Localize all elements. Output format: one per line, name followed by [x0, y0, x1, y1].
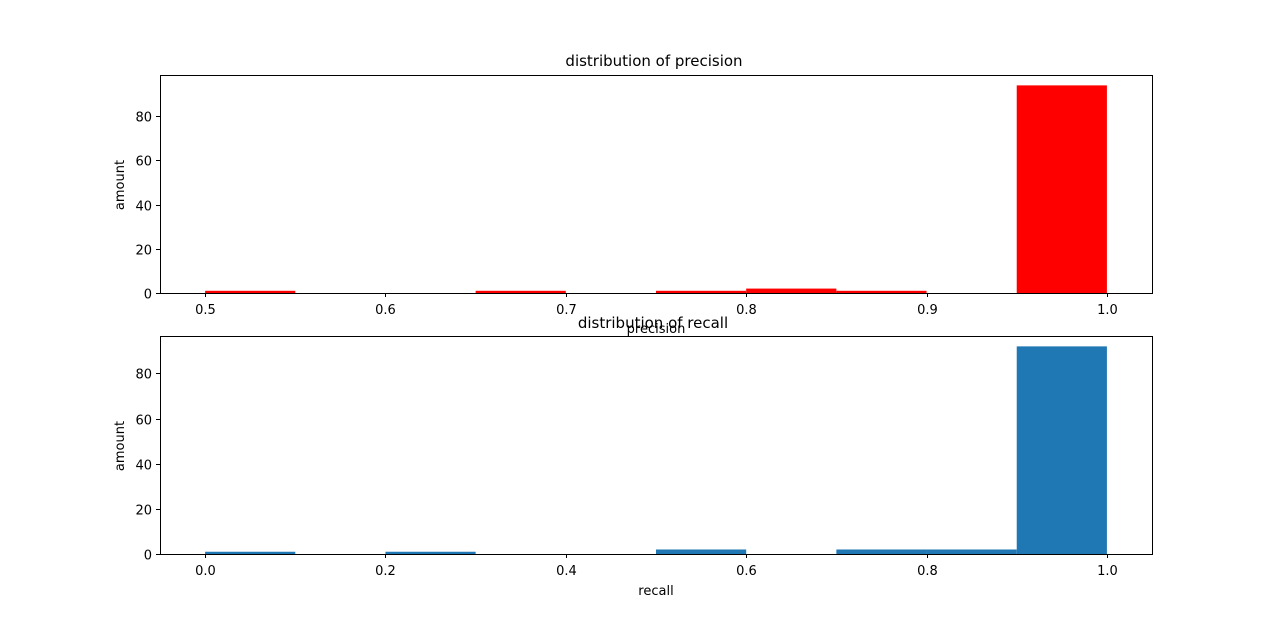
precision-bar-7	[836, 290, 927, 293]
precision-x-tick-label: 0.7	[556, 303, 577, 318]
recall-x-axis-label: recall	[638, 584, 673, 599]
recall-y-tick-label: 60	[135, 414, 152, 429]
precision-bar-3	[475, 290, 566, 293]
recall-bar-5	[656, 549, 747, 554]
precision-bar-6	[746, 288, 837, 293]
precision-bar-0	[205, 290, 296, 293]
recall-bar-8	[926, 549, 1017, 554]
recall-bar-0	[205, 551, 296, 554]
recall-bars	[205, 346, 1107, 554]
precision-x-axis-label: precision	[627, 322, 686, 337]
recall-x-tick-label: 0.2	[375, 564, 396, 579]
precision-y-tick-label: 20	[135, 244, 152, 259]
precision-y-tick-label: 0	[144, 288, 152, 303]
precision-x-tick-label: 1.0	[1097, 303, 1118, 318]
precision-x-ticks: 0.5 0.6 0.7 0.8 0.9 1.0	[195, 293, 1118, 318]
precision-y-ticks: 0 20 40 60 80	[135, 111, 160, 303]
precision-x-tick-label: 0.9	[917, 303, 938, 318]
recall-subplot: distribution of recall 0.0 0.2 0.4 0.6 0.8 1.…	[113, 314, 1153, 599]
precision-x-tick-label: 0.8	[736, 303, 757, 318]
recall-x-tick-label: 0.0	[195, 564, 216, 579]
recall-bar-9	[1016, 346, 1107, 554]
precision-bar-9	[1016, 85, 1107, 293]
precision-y-tick-label: 60	[135, 155, 152, 170]
precision-subplot: distribution of precision 0.5 0.6 0.7 0.8 0.…	[113, 52, 1153, 337]
recall-x-tick-label: 0.8	[917, 564, 938, 579]
recall-y-tick-label: 0	[144, 549, 152, 564]
precision-x-tick-label: 0.6	[375, 303, 396, 318]
recall-chart-title: distribution of recall	[578, 314, 728, 332]
recall-bar-2	[385, 551, 476, 554]
precision-y-tick-label: 40	[135, 200, 152, 215]
recall-x-tick-label: 0.4	[556, 564, 577, 579]
recall-x-ticks: 0.0 0.2 0.4 0.6 0.8 1.0	[195, 554, 1118, 579]
recall-x-tick-label: 0.6	[736, 564, 757, 579]
recall-y-tick-label: 20	[135, 504, 152, 519]
recall-y-ticks: 0 20 40 60 80	[135, 368, 160, 564]
recall-bar-7	[836, 549, 927, 554]
precision-bar-5	[656, 290, 747, 293]
precision-bars	[205, 85, 1107, 293]
recall-y-axis-label: amount	[113, 421, 128, 471]
recall-x-tick-label: 1.0	[1097, 564, 1118, 579]
precision-axes-frame	[160, 75, 1153, 294]
precision-y-tick-label: 80	[135, 111, 152, 126]
precision-chart-title: distribution of precision	[565, 52, 742, 70]
precision-y-axis-label: amount	[113, 160, 128, 210]
recall-y-tick-label: 40	[135, 459, 152, 474]
recall-axes-frame	[160, 336, 1153, 555]
precision-x-tick-label: 0.5	[195, 303, 216, 318]
recall-y-tick-label: 80	[135, 368, 152, 383]
